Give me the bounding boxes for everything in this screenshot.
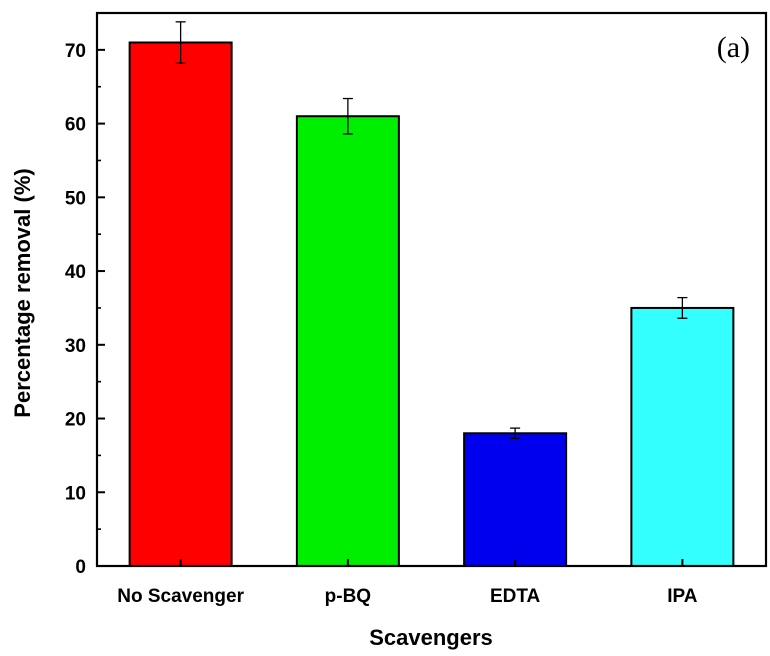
error-bars (175, 21, 688, 440)
y-tick-label: 30 (65, 336, 86, 357)
y-tick-label: 70 (65, 41, 86, 62)
axes (95, 11, 768, 568)
x-tick-label-p-bq: p-BQ (325, 586, 371, 607)
y-tick-label: 40 (65, 262, 86, 283)
bar-ipa (630, 306, 735, 567)
y-tick-label: 50 (65, 188, 86, 209)
error-bar-edta (510, 427, 521, 440)
y-tick-label: 20 (65, 410, 86, 431)
error-bar-no-scavenger (175, 21, 186, 64)
error-bar-p-bq (342, 97, 353, 135)
bars (128, 41, 735, 568)
x-axis-title: Scavengers (369, 625, 493, 650)
bar-p-bq (295, 115, 400, 568)
y-tick-label: 60 (65, 115, 86, 136)
x-tick-label-no-scavenger: No Scavenger (117, 586, 244, 607)
x-tick-label-edta: EDTA (490, 586, 541, 607)
y-tick-label: 10 (65, 483, 86, 504)
panel-label: (a) (717, 31, 750, 64)
plot-frame (95, 11, 768, 568)
bar-no-scavenger (128, 41, 233, 567)
y-axis-title: Percentage removal (%) (10, 168, 35, 417)
error-bar-ipa (677, 296, 688, 319)
y-ticks: 0 10 20 30 40 50 60 70 (65, 41, 105, 578)
x-tick-label-ipa: IPA (667, 586, 698, 607)
x-ticks: No Scavenger p-BQ EDTA IPA (117, 559, 698, 607)
bar-edta (463, 432, 568, 567)
y-tick-label: 0 (75, 557, 86, 578)
